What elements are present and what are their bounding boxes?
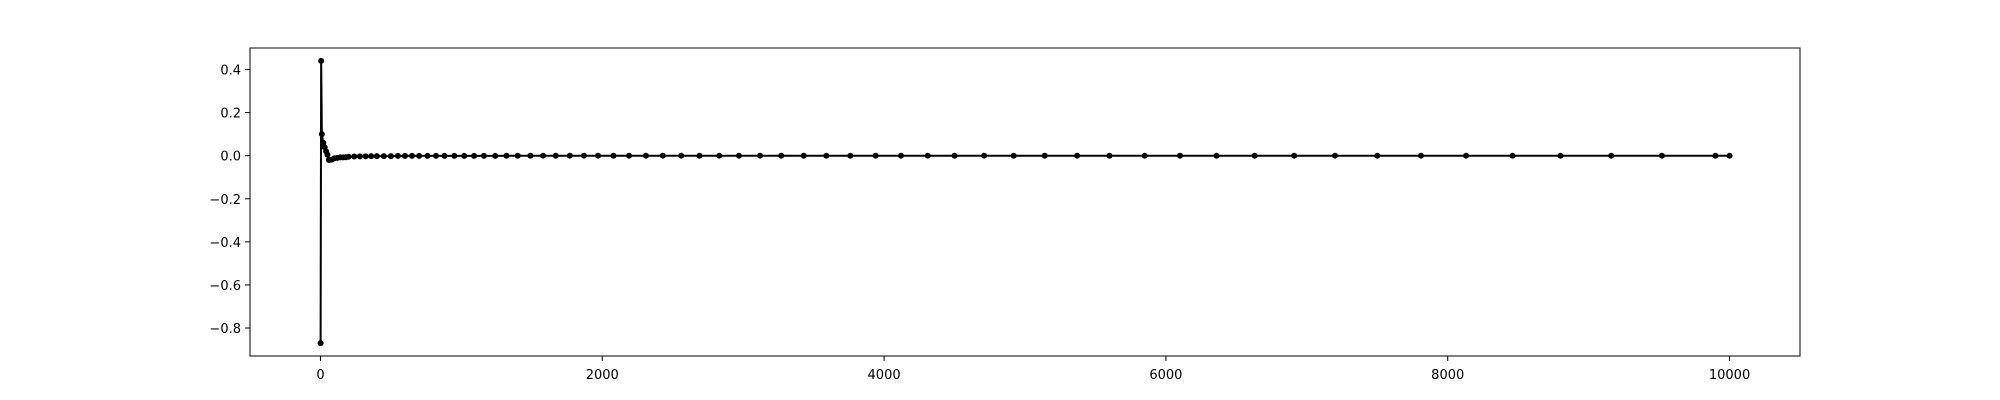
x-axis: 0 2000 4000 6000 8000 10000 [316, 356, 1750, 383]
data-point [402, 152, 408, 159]
data-point [351, 153, 358, 160]
y-tick-label: 0.2 [220, 107, 241, 122]
data-point [626, 152, 633, 159]
data-point [461, 152, 468, 159]
data-point [1463, 152, 1470, 159]
data-point [480, 152, 487, 159]
x-tick-label: 10000 [1709, 368, 1750, 383]
x-tick-label: 0 [316, 368, 324, 383]
data-point [800, 152, 807, 159]
data-point [847, 152, 854, 159]
data-point [368, 153, 375, 160]
data-point [696, 152, 703, 159]
data-point [424, 152, 431, 159]
x-tick-label: 6000 [1149, 368, 1182, 383]
data-point [409, 152, 416, 159]
data-point [659, 152, 666, 159]
plot-frame [249, 47, 1801, 357]
y-tick-label: −0.6 [209, 279, 241, 294]
series-layer [317, 57, 1733, 347]
data-point [566, 152, 573, 159]
data-point [981, 152, 988, 159]
y-tick-label: −0.8 [209, 322, 241, 337]
data-point [1177, 152, 1183, 159]
data-point [380, 153, 387, 160]
data-point [416, 152, 423, 159]
data-point [610, 152, 617, 159]
data-point [318, 57, 325, 64]
data-point [1041, 152, 1048, 159]
x-tick-label: 8000 [1431, 368, 1464, 383]
data-point [471, 152, 478, 159]
data-point [735, 152, 742, 159]
data-point [527, 152, 534, 159]
data-point [324, 151, 331, 158]
data-point [951, 152, 958, 159]
x-tick-label: 2000 [586, 368, 619, 383]
data-point [552, 152, 559, 159]
data-point [898, 152, 904, 159]
data-point [1074, 152, 1081, 159]
data-point [318, 131, 325, 138]
data-point [373, 153, 380, 160]
data-point [924, 152, 931, 159]
data-point [778, 152, 785, 159]
data-point [678, 152, 685, 159]
data-point [492, 152, 499, 159]
data-point [716, 152, 723, 159]
data-point [595, 152, 602, 159]
y-axis: 0.4 0.2 0.0 −0.2 −0.4 −0.6 −0.8 [209, 64, 250, 337]
data-point [1332, 152, 1338, 159]
data-point [872, 152, 879, 159]
series-line [319, 60, 1730, 344]
data-point [514, 152, 521, 159]
data-point [1712, 152, 1719, 159]
y-tick-label: −0.2 [209, 193, 241, 208]
data-point [503, 152, 510, 159]
data-point [451, 152, 458, 159]
data-point [317, 340, 324, 347]
data-point [1010, 152, 1017, 159]
data-point [1726, 152, 1733, 159]
data-point [394, 152, 401, 159]
data-point [757, 152, 764, 159]
data-point [345, 153, 352, 160]
data-point [356, 153, 363, 160]
data-point [1417, 152, 1424, 159]
x-tick-label: 4000 [868, 368, 901, 383]
data-point [1509, 152, 1516, 159]
data-point [642, 152, 649, 159]
y-tick-label: 0.0 [220, 150, 241, 165]
data-point [540, 152, 547, 159]
data-point [1291, 152, 1298, 159]
data-point [362, 153, 369, 160]
data-point [1213, 152, 1220, 159]
data-point [1658, 152, 1665, 159]
data-point [1374, 152, 1381, 159]
y-tick-label: 0.4 [220, 64, 241, 79]
data-point [1141, 152, 1148, 159]
data-point [433, 152, 439, 159]
data-point [1557, 152, 1564, 159]
data-point [1251, 152, 1258, 159]
data-point [1106, 152, 1113, 159]
y-tick-label: −0.4 [209, 236, 241, 251]
data-point [387, 153, 394, 160]
data-point [580, 152, 587, 159]
data-point [823, 152, 830, 159]
data-point [441, 152, 448, 159]
data-point [1608, 152, 1615, 159]
